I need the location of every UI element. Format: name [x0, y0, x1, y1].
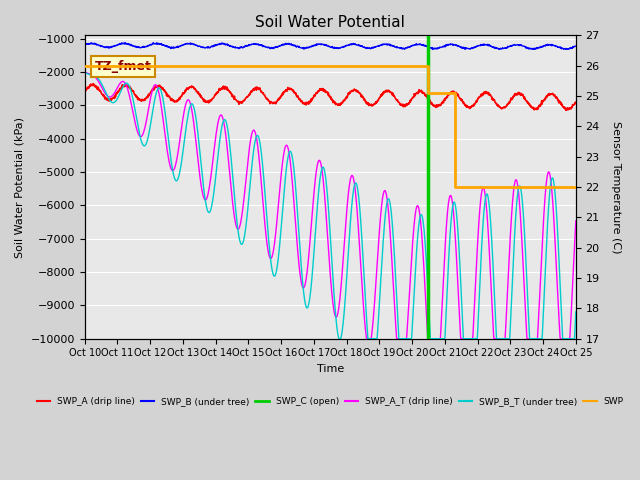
Title: Soil Water Potential: Soil Water Potential	[255, 15, 405, 30]
X-axis label: Time: Time	[317, 364, 344, 374]
Y-axis label: Sensor Temperature (C): Sensor Temperature (C)	[611, 121, 621, 253]
Text: TZ_fmet: TZ_fmet	[95, 60, 151, 73]
Y-axis label: Soil Water Potential (kPa): Soil Water Potential (kPa)	[15, 117, 25, 258]
Legend: SWP_A (drip line), SWP_B (under tree), SWP_C (open), SWP_A_T (drip line), SWP_B_: SWP_A (drip line), SWP_B (under tree), S…	[33, 394, 627, 410]
